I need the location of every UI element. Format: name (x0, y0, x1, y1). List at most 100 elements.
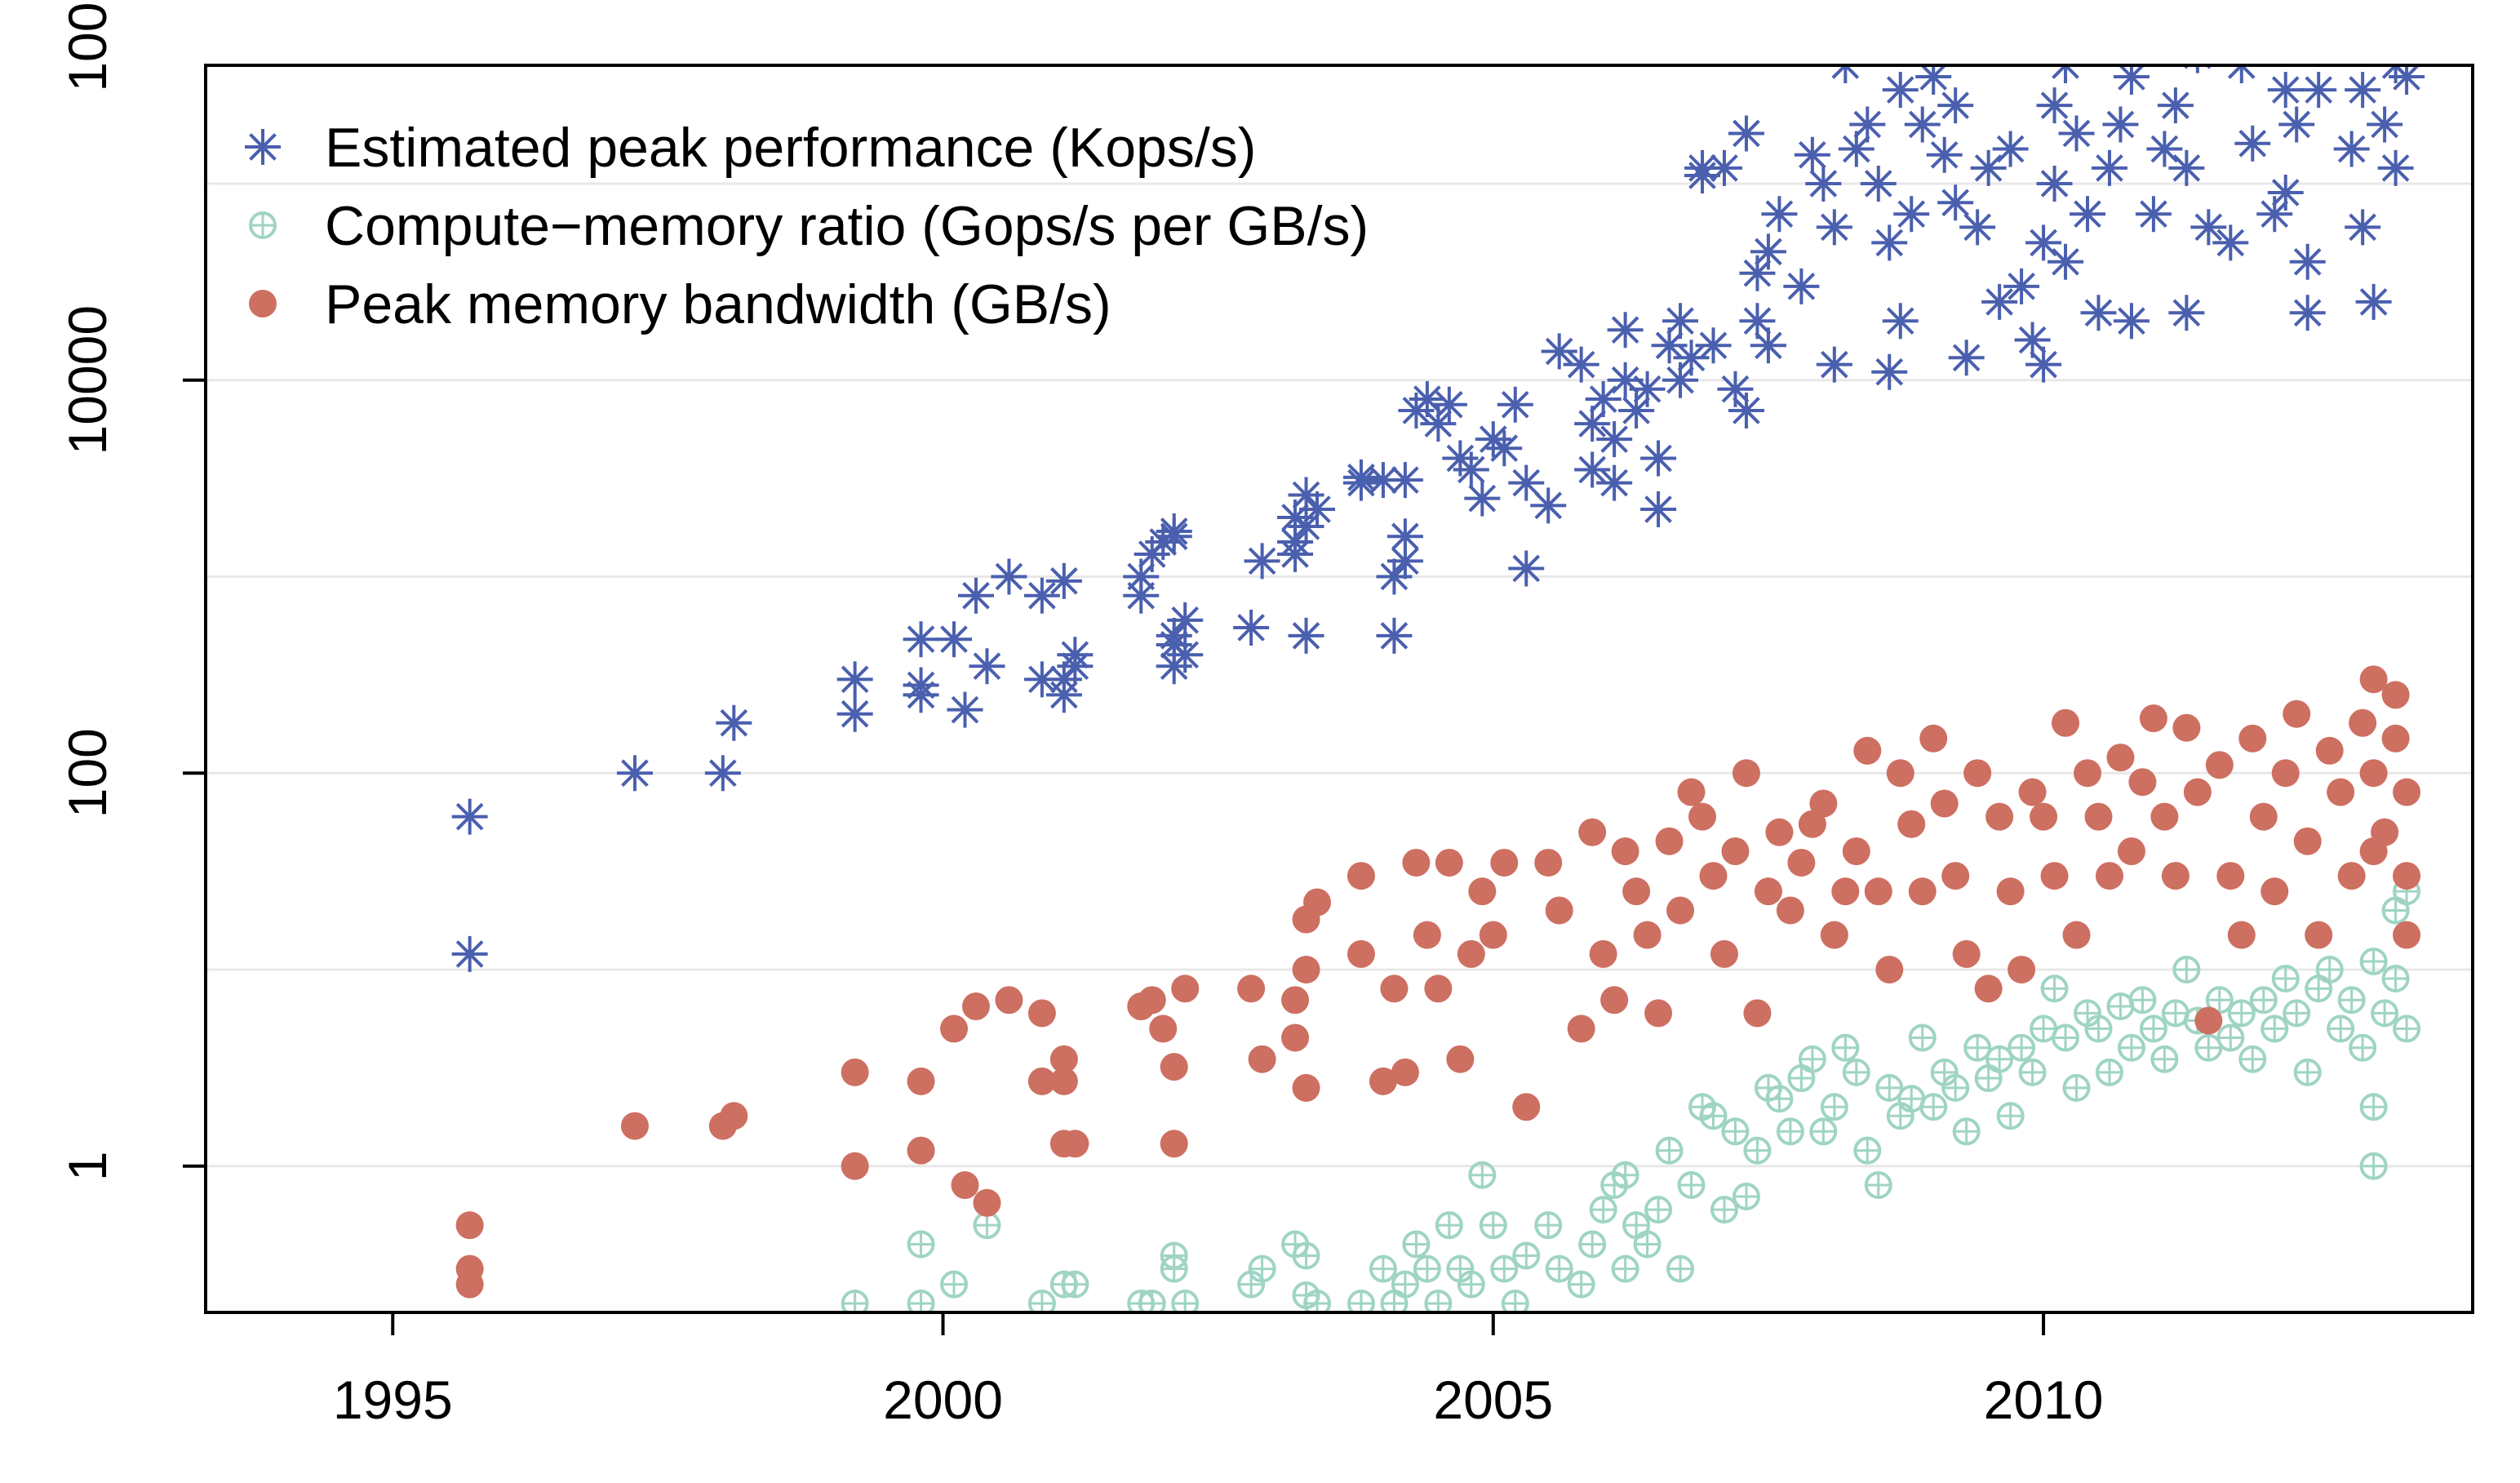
data-point (2048, 243, 2084, 280)
data-point (1453, 451, 1489, 488)
data-point (1023, 661, 1060, 698)
data-point (1732, 1182, 1760, 1210)
data-point (1541, 333, 1577, 370)
data-point (2359, 665, 2388, 694)
data-point (2084, 802, 2113, 831)
data-point (1585, 381, 1622, 418)
data-point (1380, 975, 1409, 1003)
data-point (2194, 1033, 2223, 1062)
data-point (2367, 106, 2403, 143)
data-point (836, 661, 873, 698)
data-point (2359, 1152, 2388, 1180)
data-point (2080, 13, 2116, 49)
data-point (2345, 209, 2381, 246)
data-point (2393, 1015, 2421, 1043)
data-point (616, 755, 653, 792)
data-point (2283, 999, 2311, 1028)
data-point (2158, 0, 2194, 35)
data-point (2183, 778, 2212, 806)
data-point (2062, 921, 2091, 949)
data-point (947, 691, 983, 728)
data-point (1299, 491, 1336, 528)
data-point (2223, 65, 2260, 83)
data-point (1937, 184, 1974, 221)
data-point (2238, 1045, 2267, 1073)
data-point (2205, 751, 2234, 779)
data-point (1952, 1117, 1981, 1146)
data-point (1391, 1058, 1419, 1086)
data-point (1618, 392, 1655, 428)
data-point (1926, 136, 1963, 173)
data-point (1882, 303, 1919, 340)
data-point (2271, 759, 2300, 788)
data-point (2124, 0, 2160, 5)
gridlines (206, 182, 2473, 1168)
data-point (1981, 283, 2018, 320)
data-point (1281, 1023, 1310, 1052)
data-point (1952, 939, 1981, 968)
data-point (1948, 340, 1985, 376)
data-point (1244, 543, 1280, 579)
data-point (2327, 1015, 2355, 1043)
data-point (1512, 1241, 1541, 1270)
data-point (2333, 131, 2370, 167)
data-point (1853, 736, 1882, 765)
data-point (1816, 209, 1852, 246)
data-point (2102, 106, 2139, 143)
data-point (2393, 778, 2421, 806)
data-point (1545, 896, 1573, 925)
data-point (2058, 115, 2095, 152)
data-point (2052, 1023, 2080, 1052)
data-point (2260, 877, 2289, 906)
data-point (1508, 550, 1545, 587)
legend-marker (245, 129, 281, 165)
data-point (2168, 149, 2205, 186)
data-point (1281, 986, 1310, 1015)
data-point (2106, 744, 2135, 772)
data-point (2381, 681, 2410, 709)
data-point (1563, 346, 1599, 383)
data-point (1061, 1130, 1089, 1158)
data-point (455, 1270, 484, 1299)
data-point (1347, 939, 1375, 968)
data-point (1853, 1136, 1882, 1165)
data-point (2157, 87, 2194, 124)
data-point (1666, 896, 1695, 925)
data-point (2062, 1073, 2091, 1102)
data-point (2008, 955, 2036, 983)
data-point (2113, 65, 2150, 95)
data-point (1776, 896, 1804, 925)
data-point (2080, 295, 2117, 331)
data-point (2349, 1033, 2377, 1062)
data-point (1776, 1117, 1804, 1146)
data-point (1545, 1254, 1573, 1283)
data-point (2377, 149, 2414, 186)
data-point (2091, 149, 2127, 186)
data-point (2355, 283, 2392, 320)
data-point (1611, 1254, 1639, 1283)
data-point (1369, 1067, 1397, 1095)
data-point (1864, 1171, 1892, 1200)
data-point (2315, 955, 2344, 983)
data-point (2128, 768, 2157, 797)
data-point (1721, 1117, 1750, 1146)
data-point (1765, 1085, 1794, 1113)
data-point (1574, 406, 1611, 442)
data-point (2246, 13, 2282, 49)
data-point (1464, 480, 1501, 517)
data-point (1959, 209, 1996, 246)
data-point (2018, 778, 2047, 806)
data-point (1765, 818, 1794, 846)
data-point (991, 558, 1027, 595)
data-point (1820, 921, 1848, 949)
data-point (1457, 1270, 1485, 1299)
data-point (2216, 1023, 2245, 1052)
plot-frame (204, 64, 2474, 1314)
data-point (2359, 947, 2388, 975)
data-point (1985, 1045, 2014, 1073)
legend-label: Compute−memory ratio (Gops/s per GB/s) (325, 195, 1369, 257)
data-point (2393, 862, 2421, 890)
data-point (957, 577, 994, 614)
data-point (1985, 802, 2014, 831)
